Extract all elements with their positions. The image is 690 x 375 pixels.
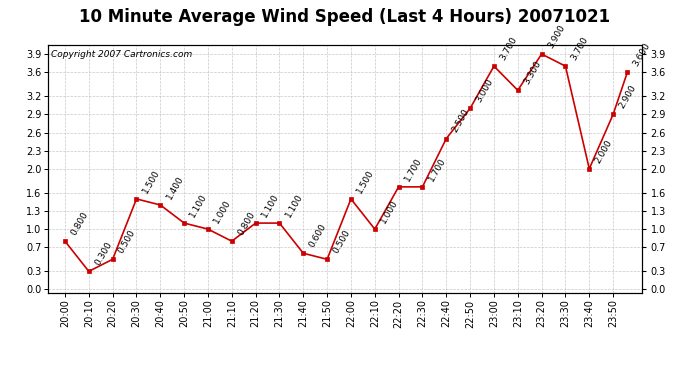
Text: 0.500: 0.500	[331, 228, 352, 255]
Text: 1.000: 1.000	[379, 198, 400, 225]
Text: 3.900: 3.900	[546, 23, 566, 50]
Text: 3.000: 3.000	[474, 77, 495, 104]
Text: 3.700: 3.700	[498, 35, 519, 62]
Text: 1.700: 1.700	[426, 156, 447, 183]
Text: 1.100: 1.100	[284, 192, 304, 219]
Text: 1.100: 1.100	[188, 192, 209, 219]
Text: 1.500: 1.500	[141, 168, 161, 195]
Text: 2.500: 2.500	[451, 108, 471, 134]
Text: 3.300: 3.300	[522, 59, 542, 86]
Text: 3.600: 3.600	[631, 41, 652, 68]
Text: 1.400: 1.400	[164, 174, 185, 201]
Text: 0.500: 0.500	[117, 228, 137, 255]
Text: 2.000: 2.000	[593, 138, 614, 165]
Text: 0.300: 0.300	[93, 240, 114, 267]
Text: 1.100: 1.100	[260, 192, 281, 219]
Text: Copyright 2007 Cartronics.com: Copyright 2007 Cartronics.com	[51, 50, 193, 59]
Text: 1.700: 1.700	[403, 156, 424, 183]
Text: 0.600: 0.600	[308, 222, 328, 249]
Text: 0.800: 0.800	[69, 210, 90, 237]
Text: 0.800: 0.800	[236, 210, 257, 237]
Text: 1.500: 1.500	[355, 168, 376, 195]
Text: 3.700: 3.700	[570, 35, 591, 62]
Text: 10 Minute Average Wind Speed (Last 4 Hours) 20071021: 10 Minute Average Wind Speed (Last 4 Hou…	[79, 8, 611, 26]
Text: 1.000: 1.000	[212, 198, 233, 225]
Text: 2.900: 2.900	[618, 84, 638, 110]
